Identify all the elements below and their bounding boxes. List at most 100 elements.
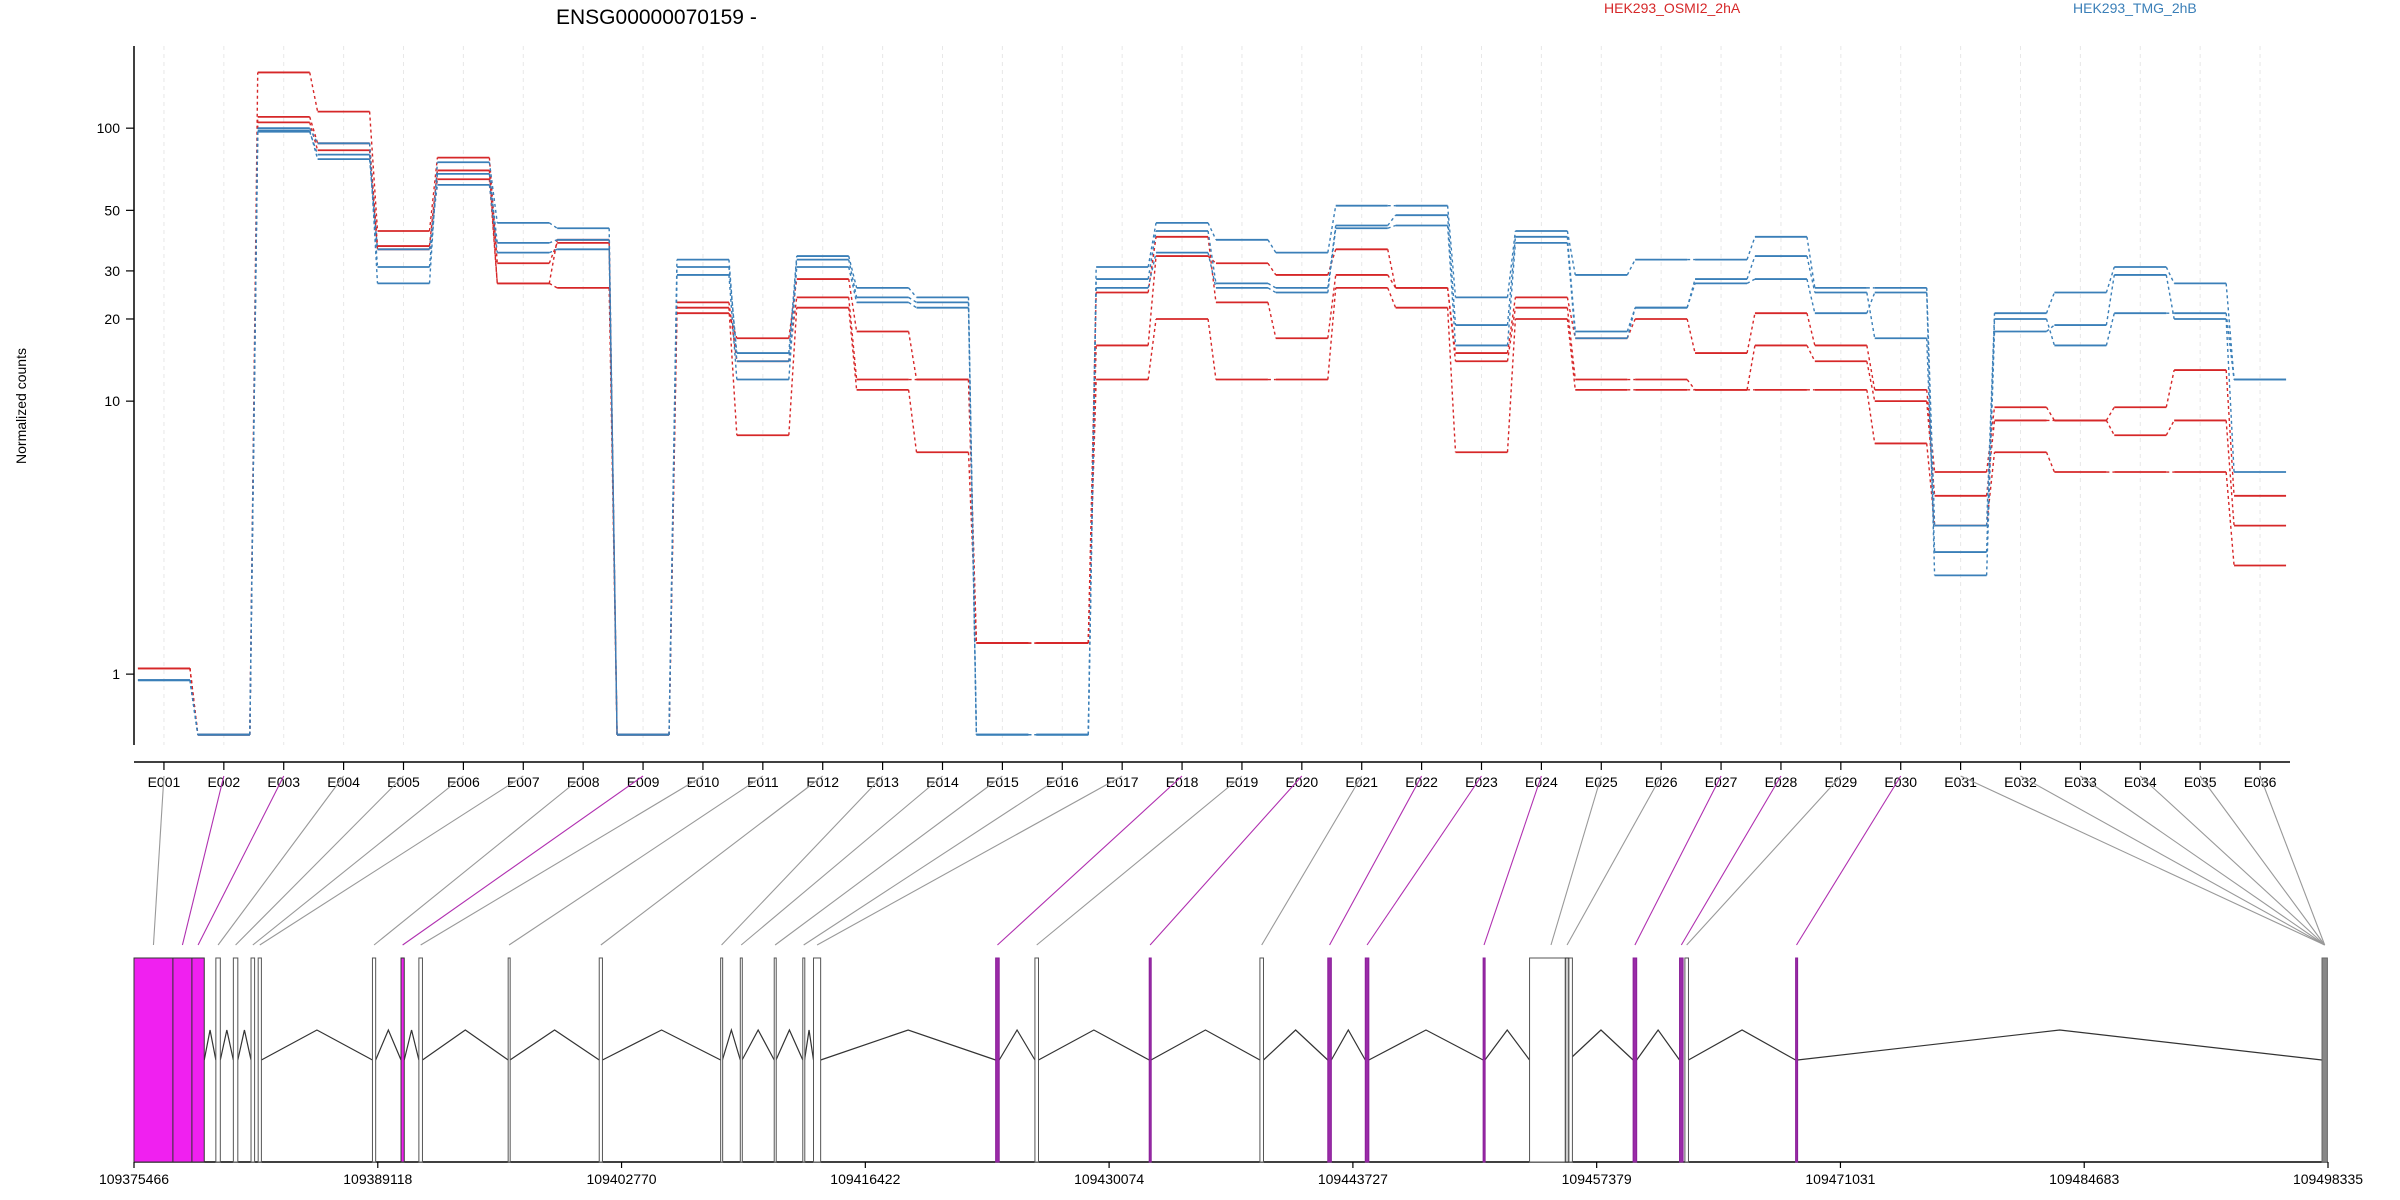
- x-tick-label: E003: [267, 774, 300, 790]
- exon-connector: [1329, 775, 1423, 946]
- exon-connector: [2259, 775, 2326, 946]
- x-tick-label: E030: [1884, 774, 1917, 790]
- exon-block: [507, 957, 511, 1163]
- series-connector: [309, 130, 319, 160]
- genomic-tick-label: 109443727: [1318, 1171, 1388, 1187]
- x-tick-label: E028: [1765, 774, 1798, 790]
- exon-connector: [816, 775, 1123, 946]
- series-connector: [1746, 345, 1756, 390]
- exon-block: [2321, 957, 2328, 1163]
- series-connector: [1686, 283, 1696, 308]
- series-connector: [1506, 230, 1517, 298]
- genomic-tick-label: 109498335: [2293, 1171, 2363, 1187]
- x-tick-label: E020: [1285, 774, 1318, 790]
- x-tick-label: E036: [2244, 774, 2277, 790]
- y-tick-label: 10: [104, 393, 120, 409]
- series-connector: [1446, 307, 1457, 453]
- exon-block: [1795, 957, 1799, 1163]
- series-connector: [1147, 230, 1157, 280]
- x-tick-label: E013: [866, 774, 899, 790]
- x-tick-label: E018: [1166, 774, 1199, 790]
- series-connector: [1626, 307, 1636, 339]
- series-connector: [848, 259, 858, 298]
- genomic-tick-label: 109471031: [1805, 1171, 1875, 1187]
- intron-line: [509, 1029, 600, 1061]
- series-connector: [1207, 252, 1217, 289]
- x-tick-label: E035: [2184, 774, 2217, 790]
- y-tick-label: 20: [104, 311, 120, 327]
- exon-connector: [235, 775, 404, 946]
- exon-block: [250, 957, 256, 1163]
- series-connector: [1985, 331, 1996, 576]
- genomic-tick-label: 109375466: [99, 1171, 169, 1187]
- series-connector: [1147, 252, 1157, 289]
- legend-entry-tmg: HEK293_TMG_2hB: [2073, 0, 2197, 16]
- exon-block: [995, 957, 1000, 1163]
- intron-line: [1568, 1029, 1634, 1061]
- exon-connector: [1796, 775, 1902, 946]
- series-connector: [1387, 274, 1397, 289]
- series-connector: [1926, 389, 1936, 473]
- exon-block: [257, 957, 262, 1163]
- series-connector: [1626, 259, 1636, 276]
- series-connector: [2225, 313, 2235, 380]
- series-connector: [728, 259, 738, 362]
- series-connector: [309, 72, 319, 112]
- series-connector: [788, 266, 798, 380]
- series-connector: [1506, 318, 1517, 453]
- exon-block: [598, 957, 603, 1163]
- series-connector: [2225, 318, 2235, 473]
- x-tick-label: E011: [747, 774, 779, 790]
- series-connector: [1985, 407, 1996, 473]
- intron-line: [721, 1027, 741, 1061]
- x-tick-label: E031: [1944, 774, 1977, 790]
- series-connector: [1806, 313, 1816, 346]
- x-tick-label: E017: [1106, 774, 1139, 790]
- series-connector: [488, 184, 498, 253]
- exon-connector: [1960, 775, 2325, 946]
- y-tick-label: 30: [104, 263, 120, 279]
- exon-block: [1148, 957, 1152, 1163]
- series-connector: [1506, 236, 1517, 326]
- exon-block: [1679, 957, 1684, 1163]
- series-connector: [1926, 287, 1936, 526]
- series-connector: [2165, 420, 2175, 436]
- series-connector: [548, 222, 558, 229]
- series-connector: [967, 379, 978, 644]
- series-connector: [848, 255, 858, 289]
- series-connector: [1446, 287, 1457, 362]
- series-connector: [967, 452, 978, 644]
- series-connector: [1626, 318, 1636, 339]
- exon-block: [1684, 957, 1689, 1163]
- x-tick-label: E025: [1585, 774, 1618, 790]
- intron-line: [1263, 1029, 1329, 1061]
- series-connector: [2045, 451, 2056, 473]
- x-tick-label: E005: [387, 774, 420, 790]
- intron-line: [820, 1029, 996, 1061]
- series-connector: [368, 111, 379, 232]
- series-connector: [848, 278, 858, 332]
- series-connector: [1327, 205, 1337, 253]
- exon-connector: [1366, 775, 1482, 946]
- x-tick-label: E010: [687, 774, 720, 790]
- exon-connector: [1483, 775, 1542, 946]
- series-connector: [309, 122, 319, 151]
- series-connector: [2165, 274, 2175, 320]
- series-connector: [2105, 406, 2115, 421]
- exon-block: [1259, 957, 1264, 1163]
- exon-connector: [2080, 775, 2326, 946]
- x-tick-label: E009: [627, 774, 660, 790]
- series-connector: [488, 170, 498, 284]
- exon-connector: [1634, 775, 1722, 946]
- series-connector: [1746, 313, 1756, 354]
- series-connector: [608, 239, 618, 735]
- exon-connector: [197, 775, 285, 946]
- series-connector: [309, 127, 319, 144]
- intron-line: [422, 1029, 509, 1061]
- series-connector: [1866, 345, 1876, 390]
- exon-connector: [1550, 775, 1602, 946]
- genomic-tick-label: 109457379: [1562, 1171, 1632, 1187]
- series-connector: [908, 301, 917, 309]
- series-connector: [428, 170, 439, 247]
- series-lines: [137, 71, 2287, 736]
